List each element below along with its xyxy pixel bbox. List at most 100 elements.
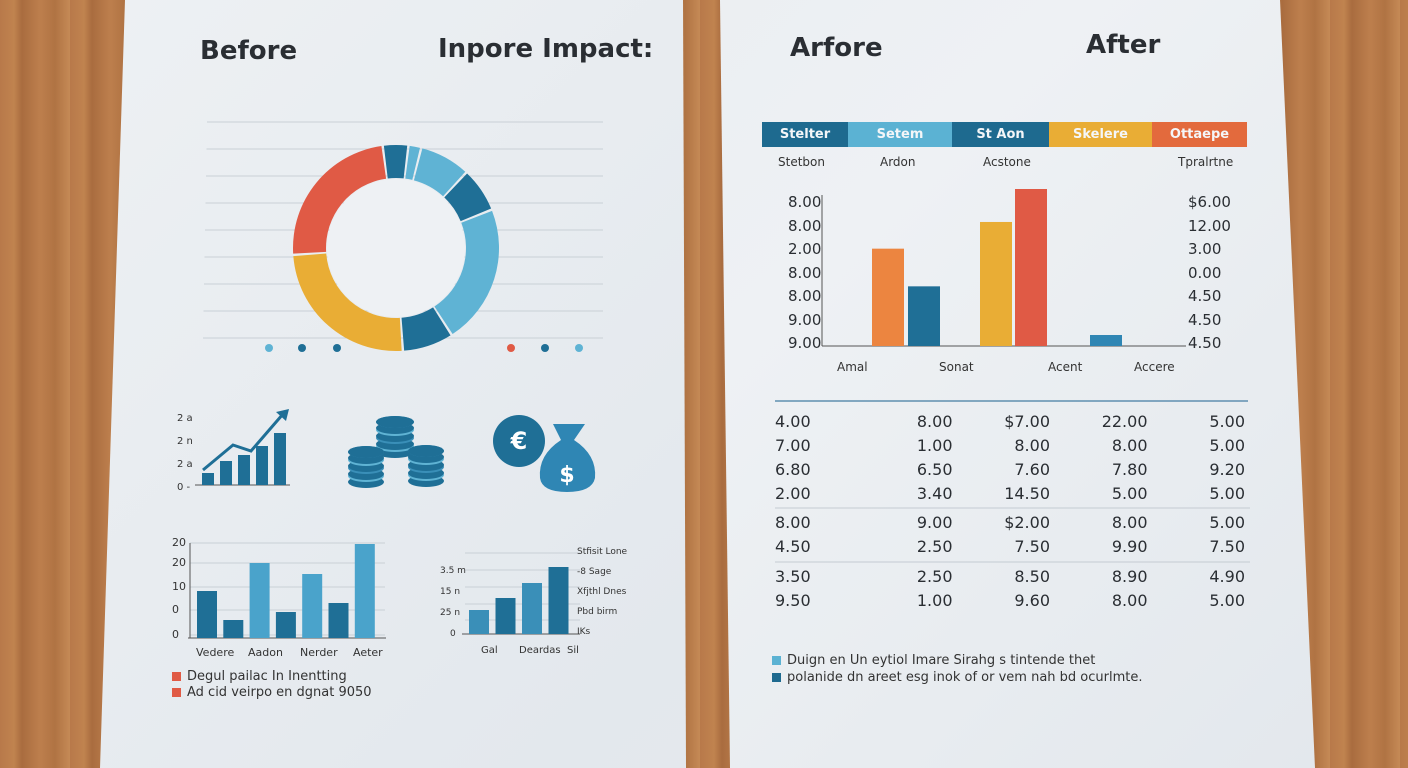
table-cell: 8.00 [1111, 513, 1148, 532]
table-cell: 4.00 [775, 412, 811, 431]
legend-item: Ad cid veirpo en dgnat 9050 [172, 685, 372, 700]
x-label: Amal [837, 360, 868, 374]
bar [249, 563, 270, 638]
table-cell: 5.00 [1209, 591, 1245, 610]
coin-top [348, 446, 384, 458]
y-tick: 4.50 [1188, 334, 1222, 352]
x-label: Accere [1134, 360, 1175, 374]
bar [495, 598, 516, 634]
bar [469, 610, 489, 634]
y-tick: 2 a [177, 459, 193, 470]
bar [548, 567, 569, 634]
table-cell: 8.00 [916, 412, 953, 431]
bar [302, 574, 323, 638]
legend-dot [507, 344, 515, 352]
bar [274, 433, 286, 485]
header-segment: Ottaepe [1152, 122, 1247, 147]
donut-slice [293, 253, 402, 351]
bar [202, 473, 214, 485]
donut-slice [383, 144, 408, 179]
bar [522, 583, 542, 634]
table-cell: 2.00 [775, 484, 811, 503]
table-cell: 4.90 [1209, 567, 1245, 586]
y-tick: 0 [172, 603, 179, 616]
table-cell: 3.40 [916, 484, 953, 503]
bar [256, 446, 268, 485]
x-label: Sil [567, 645, 579, 656]
bar [872, 248, 904, 346]
table-cell: 8.00 [775, 513, 811, 532]
table-cell: 9.50 [775, 591, 811, 610]
legend-dot [541, 344, 549, 352]
x-label: Gal [481, 645, 498, 656]
table-cell: 7.50 [1209, 537, 1245, 556]
header-segment: Skelere [1049, 122, 1152, 147]
bar [328, 603, 349, 638]
side-label: Xfjthl Dnes [577, 587, 627, 597]
y-tick: 15 n [440, 587, 461, 597]
y-tick: 10 [172, 580, 186, 593]
table-cell: 22.00 [1101, 412, 1148, 431]
legend-swatch [172, 672, 181, 681]
y-tick: 2 a [177, 413, 193, 424]
donut-slice [293, 146, 387, 254]
table-cell: 7.00 [775, 436, 811, 455]
table-cell: 9.90 [1111, 537, 1148, 556]
table-row: 2.00 3.40 14.50 5.00 5.00 [775, 484, 1245, 503]
bar [197, 591, 217, 638]
table-cell: 6.80 [775, 460, 811, 479]
table-cell: 1.00 [916, 591, 953, 610]
arrow-head-icon [276, 409, 289, 421]
table-cell: 8.00 [1014, 436, 1050, 455]
side-label: IKs [577, 627, 591, 637]
legend-swatch [772, 673, 781, 682]
money-bag-icon [539, 424, 596, 492]
coin-top [408, 445, 444, 457]
coin-top [376, 416, 414, 428]
legend-dot [298, 344, 306, 352]
donut-slice [413, 148, 466, 197]
before-title: Before [200, 36, 298, 66]
table-cell: 5.00 [1209, 484, 1245, 503]
subheader: Ardon [880, 155, 916, 169]
y-tick: 12.00 [1188, 216, 1231, 235]
donut-slice [434, 210, 499, 335]
table-row: 8.00 9.00 $2.00 8.00 5.00 [775, 513, 1245, 532]
table-row: 6.80 6.50 7.60 7.80 9.20 [775, 460, 1245, 479]
legend-item: Duign en Un eytiol Imare Sirahg s tinten… [772, 653, 1095, 668]
trend-arrow-icon [202, 413, 285, 472]
donut-slice [444, 173, 492, 222]
table-cell: $7.00 [1004, 412, 1050, 431]
legend-text: Degul pailac In Inentting [187, 669, 347, 684]
bar [223, 620, 244, 638]
table-cell: $2.00 [1004, 513, 1050, 532]
y-tick: 9.00 [788, 310, 822, 329]
legend-text: Duign en Un eytiol Imare Sirahg s tinten… [787, 653, 1096, 668]
table-cell: 1.00 [916, 436, 953, 455]
legend-swatch [172, 688, 181, 697]
y-tick: 4.50 [1188, 287, 1222, 305]
legend-dot [333, 344, 341, 352]
table-cell: 8.00 [1111, 436, 1148, 455]
table-cell: 14.50 [1004, 484, 1050, 503]
table-cell: 5.00 [1209, 513, 1245, 532]
donut-hole [327, 179, 465, 317]
dollar-sign: $ [559, 463, 574, 488]
x-label: Vedere [196, 646, 235, 659]
legend-item: polanide dn areet esg inok of or vem nah… [772, 670, 1143, 685]
legend-text: polanide dn areet esg inok of or vem nah… [787, 670, 1143, 685]
donut-slice [405, 145, 420, 180]
table-row: 3.50 2.50 8.50 8.90 4.90 [775, 567, 1245, 586]
y-tick: 3.5 m [440, 566, 466, 576]
bar [354, 544, 375, 638]
subheader: Stetbon [778, 155, 825, 169]
table-cell: 5.00 [1111, 484, 1148, 503]
y-tick: 20 [172, 556, 186, 569]
side-label: -8 Sage [577, 567, 612, 577]
bar [238, 455, 250, 485]
table-cell: 9.00 [916, 513, 953, 532]
header-segment: Stelter [762, 122, 848, 147]
y-tick: 2.00 [788, 240, 822, 258]
y-tick: 3.00 [1188, 240, 1222, 258]
